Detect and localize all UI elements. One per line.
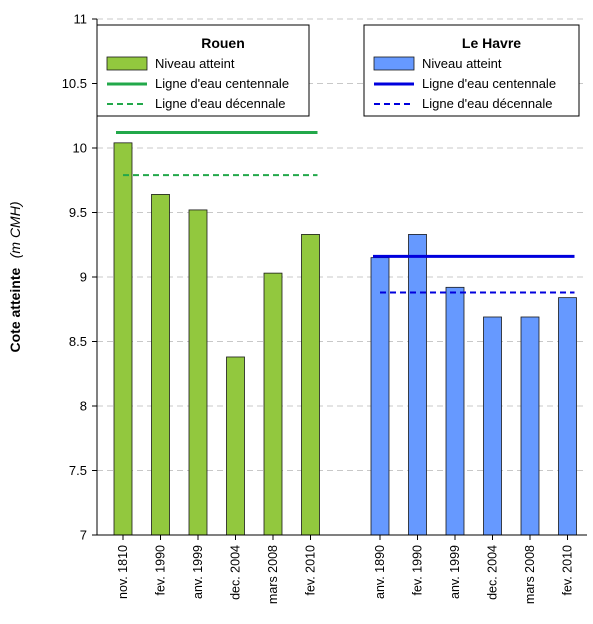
bar-rouen: [113, 142, 133, 536]
legend-label-bar: Niveau atteint: [155, 56, 235, 71]
bar-rouen: [151, 194, 170, 536]
y-tick-label: 8: [80, 399, 87, 414]
y-axis-label-unit: (m CMH): [7, 201, 23, 258]
y-tick-label: 7: [80, 528, 87, 543]
legend-title: Rouen: [201, 35, 245, 51]
x-tick-label: fev. 1990: [411, 545, 425, 596]
y-tick-label: 11: [74, 12, 88, 27]
legend-box: [96, 24, 310, 117]
reference-lines: [116, 131, 575, 294]
x-tick-label: mars 2008: [266, 545, 280, 604]
bar-le-havre: [370, 257, 390, 536]
x-tick-label: fev. 1990: [154, 545, 168, 596]
bar-le-havre: [445, 286, 465, 536]
bar-rouen: [301, 234, 320, 536]
legend-swatch-bar: [373, 56, 415, 71]
bar-rouen: [263, 272, 283, 536]
x-tick-label: anv. 1999: [191, 545, 205, 599]
y-tick-label: 10: [73, 141, 87, 156]
legend-le-havre: Le Havre Niveau atteint Ligne d'eau centen…: [363, 24, 580, 117]
legends: Rouen Niveau atteint Ligne d'eau centennal…: [96, 24, 580, 117]
legend-label-centennial: Ligne d'eau centennale: [155, 76, 289, 91]
x-tick-label: nov. 1810: [116, 545, 130, 599]
bars: [113, 142, 577, 536]
x-tick-label: dec. 2004: [229, 545, 243, 600]
bar-le-havre: [558, 297, 577, 536]
bar-le-havre: [520, 316, 540, 536]
x-tick-label: anv. 1890: [373, 545, 387, 599]
bar-rouen: [226, 356, 245, 536]
bar-le-havre: [483, 316, 502, 536]
x-tick-label: anv. 1999: [448, 545, 462, 599]
legend-label-bar: Niveau atteint: [422, 56, 502, 71]
y-axis-label: Cote atteinte (m CMH): [7, 201, 24, 352]
x-tick-label: fev. 2010: [304, 545, 318, 596]
legend-title: Le Havre: [462, 35, 521, 51]
x-tick-label: mars 2008: [523, 545, 537, 604]
y-tick-label: 7.5: [69, 463, 87, 478]
legend-label-centennial: Ligne d'eau centennale: [422, 76, 556, 91]
x-tick-label: fev. 2010: [561, 545, 575, 596]
legend-label-decennial: Ligne d'eau décennale: [422, 96, 552, 111]
bar-le-havre: [408, 234, 427, 536]
y-tick-label: 9: [80, 270, 87, 285]
y-tick-label: 8.5: [69, 334, 87, 349]
y-tick-label: 9.5: [69, 205, 87, 220]
y-tick-label: 10.5: [62, 76, 87, 91]
legend-swatch-bar: [106, 56, 148, 71]
bar-rouen: [188, 209, 208, 536]
legend-rouen: Rouen Niveau atteint Ligne d'eau centennal…: [96, 24, 310, 117]
x-tick-label: dec. 2004: [486, 545, 500, 600]
y-axis-label-text: Cote atteinte: [7, 268, 23, 353]
legend-label-decennial: Ligne d'eau décennale: [155, 96, 285, 111]
legend-box: [363, 24, 580, 117]
